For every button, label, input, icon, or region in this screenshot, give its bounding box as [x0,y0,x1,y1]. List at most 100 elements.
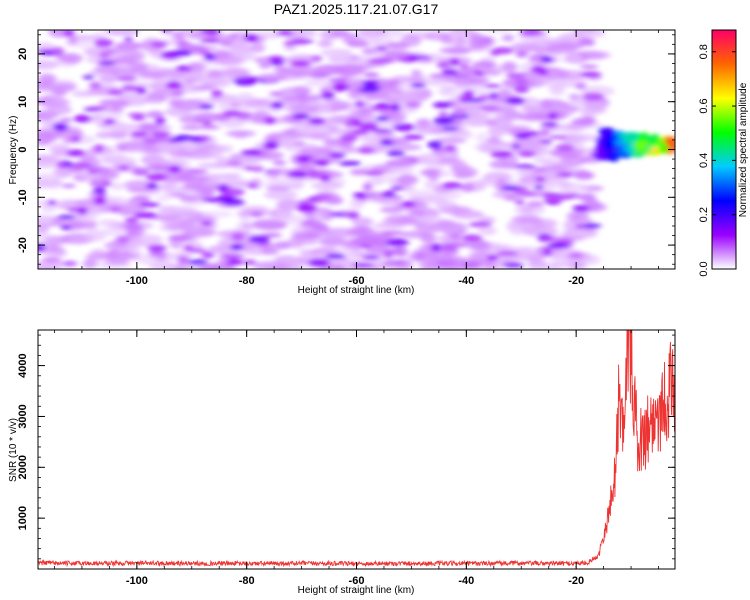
spectrogram-cell [664,135,674,145]
spectrogram-cell [338,160,362,167]
spectrogram-cell [577,193,596,202]
spectrogram-cell [178,218,195,230]
spectrogram-cell [449,241,468,248]
spectrogram-cell [211,89,223,98]
spectrogram-cell [474,142,506,152]
spectrogram-cell [248,235,270,244]
spectrogram-cell [515,50,528,58]
spectrogram-x-tick-label: -100 [126,275,148,287]
spectrogram-cell [357,30,387,37]
spectrogram-cell [558,182,589,193]
spectrogram-cell [561,103,571,108]
snr-y-tick-label: 2000 [17,455,29,479]
spectrogram-cell [110,205,121,213]
spectrogram-cell [78,207,87,216]
spectrogram-cell [598,126,612,134]
spectrogram-cell [108,129,129,140]
spectrogram-cell [540,121,559,128]
spectrogram-cell [229,243,244,251]
colorbar: 0.0 0.2 0.4 0.6 0.8 Normalized spectral ampl… [698,29,749,277]
spectrogram-cell [433,116,454,126]
spectrogram-cell [538,235,556,242]
spectrogram-cell [82,74,95,80]
spectrogram-cell [38,137,51,143]
spectrogram-cell [272,160,287,166]
spectrogram-cell [513,248,535,260]
spectrogram-cell [243,223,252,229]
spectrogram-cell [57,214,76,220]
spectrogram-cell [614,138,626,145]
spectrogram-cell [244,76,260,82]
spectrogram-cell [177,255,190,264]
spectrogram-cell [98,219,121,227]
spectrogram-cell [308,72,330,79]
spectrogram-cell [105,48,115,55]
spectrogram-cell [572,204,590,213]
spectrogram-cell [140,148,161,154]
spectrogram-cell [483,83,502,89]
spectrogram-cell [469,82,485,94]
spectrogram-cell [364,169,385,177]
spectrogram-cell [217,104,252,112]
spectrogram-cell [127,112,146,117]
spectrogram-cell [182,175,211,183]
spectrogram-cell [124,217,139,224]
spectrogram-cell [156,255,167,261]
spectrogram-cell [532,157,557,164]
spectrogram-cell [520,30,544,37]
spectrogram-cell [63,30,75,38]
spectrogram-cell [160,205,196,214]
spectrogram-cell [251,211,263,218]
snr-panel: -100 -80 -60 -40 -20 1000 2000 3000 4000 Height… [8,329,676,596]
spectrogram-cell [483,30,512,34]
spectrogram-cell [360,233,396,244]
spectrogram-cell [138,71,167,80]
spectrogram-cell [440,249,460,256]
spectrogram-cell [298,92,308,99]
spectrogram-cell [205,68,221,79]
spectrogram-cell [487,126,508,137]
spectrogram-cell [416,91,430,100]
spectrogram-x-tick-label: -40 [458,275,474,287]
spectrogram-cell [368,57,393,65]
spectrogram-cell [195,112,216,122]
spectrogram-cell [93,197,107,205]
spectrogram-cell [270,101,284,109]
spectrogram-cell [261,247,280,256]
spectrogram-cell [438,110,448,118]
spectrogram-cell [266,184,291,192]
spectrogram-cell [115,235,130,244]
spectrogram-cell [393,246,404,256]
spectrogram-cell [381,109,400,118]
spectrogram-cell [355,192,367,200]
spectrogram-cell [526,200,545,208]
figure-title: PAZ1.2025.117.21.07.G17 [274,1,439,17]
snr-y-tick-label: 1000 [17,506,29,530]
spectrogram-cell [212,51,231,59]
spectrogram-cell [375,115,390,122]
spectrogram-cell [428,250,438,257]
spectrogram-cell [304,78,331,87]
spectrogram-cell [227,40,250,49]
spectrogram-cell [38,243,46,252]
spectrogram-cell [450,232,461,241]
spectrogram-y-tick-label: -20 [17,237,29,253]
spectrogram-cell [386,42,410,49]
spectrogram-cell [121,84,139,92]
spectrogram-cell [667,147,674,155]
spectrogram-cell [384,50,409,58]
spectrogram-cell [335,106,347,111]
spectrogram-cell [348,64,360,72]
spectrogram-cell [103,30,140,36]
spectrogram-cell [38,261,50,269]
spectrogram-cell [449,58,460,66]
spectrogram-cell [319,175,331,182]
spectrogram-cell [293,140,306,147]
spectrogram-cell [199,124,221,130]
spectrogram-cell [230,102,241,107]
spectrogram-cell [329,151,346,159]
spectrogram-cell [183,244,193,252]
spectrogram-cell [348,54,360,61]
spectrogram-cell [176,39,189,48]
